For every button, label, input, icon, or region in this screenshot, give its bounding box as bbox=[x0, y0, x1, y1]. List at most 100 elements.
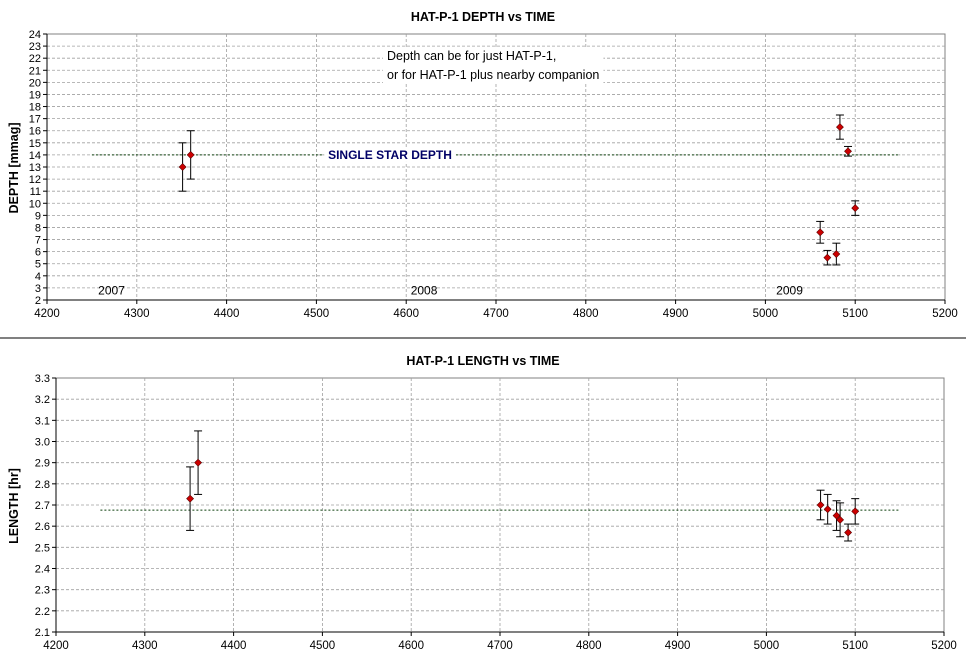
length-y-tick-label: 2.1 bbox=[35, 627, 50, 639]
depth-y-tick-label: 15 bbox=[29, 138, 41, 150]
depth-y-tick-label: 6 bbox=[35, 247, 41, 259]
depth-x-tick-label: 4600 bbox=[393, 308, 419, 320]
depth-y-tick-label: 7 bbox=[35, 235, 41, 247]
depth-y-tick-label: 21 bbox=[29, 65, 41, 77]
length-x-tick-label: 4200 bbox=[43, 640, 69, 652]
depth-x-tick-label: 4500 bbox=[304, 308, 330, 320]
length-diamond-marker bbox=[851, 507, 860, 516]
length-y-tick-label: 2.5 bbox=[35, 542, 50, 554]
depth-chart-title: HAT-P-1 DEPTH vs TIME bbox=[411, 10, 555, 24]
length-x-tick-label: 5200 bbox=[931, 640, 957, 652]
length-x-tick-label: 4800 bbox=[576, 640, 602, 652]
length-data-point bbox=[851, 498, 860, 525]
length-x-tick-label: 5100 bbox=[842, 640, 868, 652]
length-y-tick-label: 3.0 bbox=[35, 437, 50, 449]
depth-y-axis-label: DEPTH [mmag] bbox=[7, 123, 21, 214]
length-diamond-marker bbox=[836, 515, 845, 524]
length-y-tick-label: 2.9 bbox=[35, 458, 50, 470]
length-diamond-marker bbox=[186, 494, 195, 503]
length-diamond-marker bbox=[194, 458, 203, 467]
depth-data-point bbox=[178, 142, 187, 192]
depth-data-point bbox=[186, 130, 195, 180]
depth-diamond-marker bbox=[851, 204, 860, 213]
depth-diamond-marker bbox=[844, 147, 852, 156]
depth-y-tick-label: 16 bbox=[29, 126, 41, 138]
depth-y-tick-label: 14 bbox=[29, 150, 41, 162]
depth-x-tick-label: 4700 bbox=[483, 308, 509, 320]
length-y-tick-label: 2.7 bbox=[35, 500, 50, 512]
depth-y-tick-label: 18 bbox=[29, 102, 41, 114]
length-x-tick-label: 4700 bbox=[487, 640, 513, 652]
length-y-tick-label: 3.2 bbox=[35, 394, 50, 406]
length-chart: HAT-P-1 LENGTH vs TIME LENGTH [hr] 2.1 2.… bbox=[7, 354, 957, 652]
depth-y-tick-label: 20 bbox=[29, 77, 41, 89]
length-data-point bbox=[823, 493, 832, 525]
length-y-tick-label: 3.1 bbox=[35, 415, 50, 427]
depth-data-point bbox=[851, 200, 860, 216]
depth-y-tick-label: 19 bbox=[29, 89, 41, 101]
length-x-ticks: 4200 4300 4400 4500 4600 4700 4800 4900 5000 5100… bbox=[43, 631, 957, 652]
depth-x-tick-label: 5000 bbox=[753, 308, 779, 320]
depth-x-tick-label: 4300 bbox=[124, 308, 150, 320]
length-x-tick-label: 4900 bbox=[665, 640, 691, 652]
depth-diamond-marker bbox=[816, 228, 825, 237]
depth-y-tick-label: 22 bbox=[29, 53, 41, 65]
length-data-point bbox=[816, 489, 825, 521]
length-x-tick-label: 4400 bbox=[221, 640, 247, 652]
depth-y-tick-label: 12 bbox=[29, 174, 41, 186]
depth-y-tick-label: 11 bbox=[30, 186, 41, 198]
depth-y-tick-label: 13 bbox=[29, 162, 41, 174]
depth-data-points bbox=[178, 114, 860, 266]
length-data-point bbox=[844, 523, 853, 542]
depth-diamond-marker bbox=[178, 163, 187, 171]
length-y-tick-label: 2.8 bbox=[35, 479, 50, 491]
length-x-tick-label: 5000 bbox=[754, 640, 780, 652]
depth-y-tick-label: 24 bbox=[29, 29, 41, 41]
depth-data-point bbox=[832, 242, 841, 266]
depth-annotation-line-2: or for HAT-P-1 plus nearby companion bbox=[387, 68, 599, 82]
depth-x-tick-label: 5200 bbox=[932, 308, 958, 320]
length-diamond-marker bbox=[844, 528, 853, 537]
depth-x-tick-label: 4900 bbox=[663, 308, 689, 320]
depth-y-tick-label: 2 bbox=[35, 295, 41, 307]
length-y-tick-label: 2.4 bbox=[35, 564, 50, 576]
depth-y-tick-label: 17 bbox=[29, 114, 41, 126]
length-y-tick-label: 2.2 bbox=[35, 606, 50, 618]
depth-chart: HAT-P-1 DEPTH vs TIME DEPTH [mmag] 23456… bbox=[7, 10, 958, 320]
depth-annotation-bg bbox=[383, 47, 604, 84]
length-y-tick-label: 3.3 bbox=[35, 373, 50, 385]
depth-y-tick-label: 9 bbox=[35, 210, 41, 222]
length-x-tick-label: 4500 bbox=[310, 640, 336, 652]
length-data-point bbox=[186, 466, 195, 531]
depth-diamond-marker bbox=[832, 250, 841, 258]
length-diamond-marker bbox=[816, 501, 825, 509]
depth-grid bbox=[47, 34, 945, 300]
depth-diamond-marker bbox=[836, 123, 844, 132]
year-label-2008: 2008 bbox=[411, 283, 438, 297]
depth-x-ticks: 4200 4300 4400 4500 4600 4700 4800 4900 5000 5100… bbox=[34, 299, 958, 320]
depth-data-point bbox=[835, 114, 844, 140]
year-label-2009: 2009 bbox=[776, 283, 803, 297]
length-y-axis-label: LENGTH [hr] bbox=[7, 468, 21, 544]
depth-x-tick-label: 4800 bbox=[573, 308, 599, 320]
length-diamond-marker bbox=[832, 511, 841, 520]
depth-diamond-marker bbox=[823, 253, 832, 262]
length-diamond-marker bbox=[823, 505, 832, 514]
depth-y-tick-label: 23 bbox=[29, 41, 41, 53]
depth-data-point bbox=[816, 220, 825, 244]
length-data-point bbox=[836, 502, 845, 538]
length-grid bbox=[56, 378, 944, 632]
depth-x-tick-label: 4400 bbox=[214, 308, 240, 320]
year-label-2007: 2007 bbox=[98, 283, 125, 297]
depth-data-point bbox=[844, 145, 853, 157]
depth-x-tick-label: 4200 bbox=[34, 308, 60, 320]
length-data-points bbox=[186, 430, 860, 542]
length-x-tick-label: 4300 bbox=[132, 640, 158, 652]
depth-y-tick-label: 8 bbox=[35, 222, 41, 234]
depth-y-tick-label: 5 bbox=[35, 259, 41, 271]
length-data-point bbox=[194, 430, 203, 495]
length-data-point bbox=[832, 500, 841, 531]
length-chart-title: HAT-P-1 LENGTH vs TIME bbox=[406, 354, 559, 368]
depth-y-tick-label: 10 bbox=[29, 198, 41, 210]
